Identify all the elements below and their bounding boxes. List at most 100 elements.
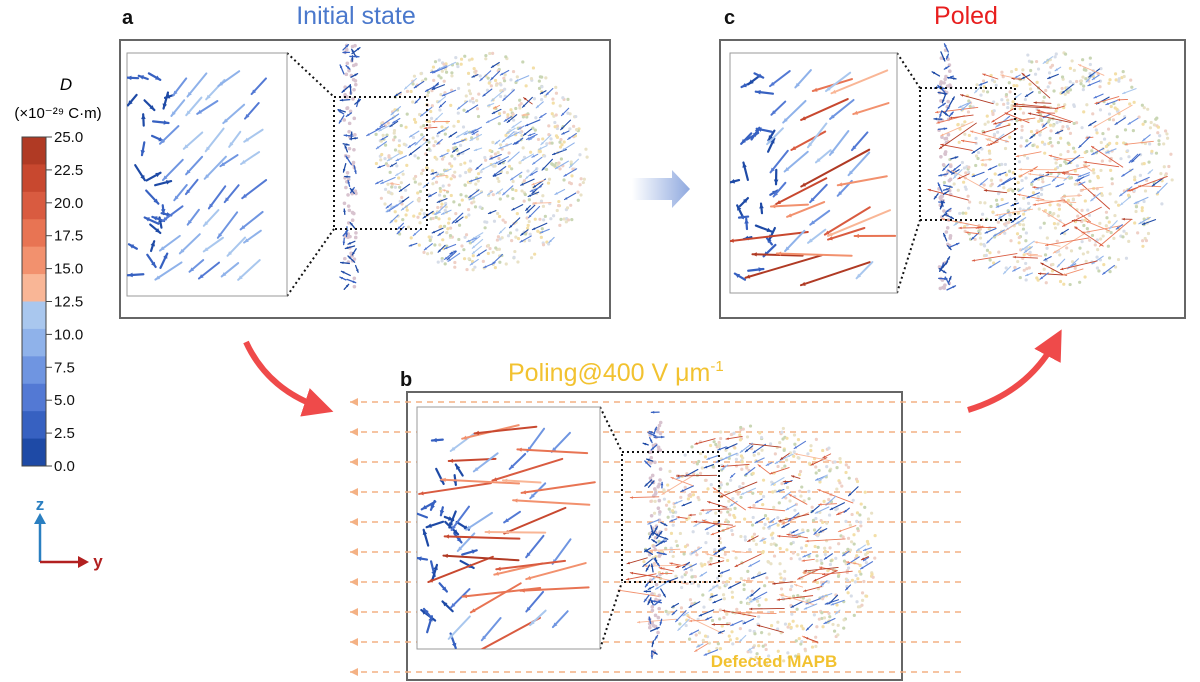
- dipole-arrowhead: [1034, 177, 1038, 180]
- dipole-arrow: [186, 72, 208, 98]
- dipole-arrowhead: [469, 138, 473, 141]
- atom-dot: [420, 208, 424, 212]
- dipole-arrowhead: [960, 94, 964, 97]
- atom-dot: [432, 143, 436, 148]
- dipole-arrowhead: [390, 112, 394, 115]
- atom-dot: [738, 627, 742, 631]
- atom-dot: [536, 137, 541, 142]
- atom-dot: [468, 92, 473, 96]
- atom-dot: [417, 198, 421, 202]
- atom-dot: [958, 211, 962, 216]
- atom-dot: [1050, 269, 1055, 273]
- atom-dot: [1049, 65, 1053, 69]
- atom-dot: [1090, 233, 1095, 238]
- atom-dot: [475, 137, 480, 141]
- atom-dot: [416, 156, 420, 160]
- atom-dot: [748, 548, 752, 552]
- dipole-arrow: [772, 581, 793, 585]
- atom-dot: [944, 230, 949, 234]
- dipole-arrowhead: [1102, 271, 1106, 275]
- dipole-arrow: [725, 435, 743, 440]
- atom-dot: [761, 644, 765, 648]
- dipole-arrowhead: [818, 503, 822, 506]
- dipole-arrowhead: [1109, 226, 1113, 229]
- atom-dot: [688, 598, 693, 602]
- dipole-arrowhead: [1087, 83, 1091, 86]
- dipole-arrowhead: [757, 73, 764, 78]
- dipole-arrowhead: [127, 100, 133, 106]
- atom-dot: [493, 152, 498, 156]
- atom-dot: [1144, 239, 1149, 243]
- atom-dot: [511, 187, 515, 191]
- dipole-arrowhead: [944, 112, 949, 116]
- atom-dot: [735, 637, 739, 641]
- dipole-arrowhead: [644, 483, 648, 487]
- dipole-arrowhead: [648, 617, 652, 621]
- dipole-arrow: [749, 607, 785, 610]
- colorbar-segment: [22, 137, 46, 165]
- atom-dot: [439, 224, 443, 228]
- atom-dot: [980, 212, 985, 216]
- atom-dot: [393, 148, 398, 152]
- dipole-arrowhead: [394, 93, 398, 97]
- dipole-arrowhead: [1074, 226, 1078, 230]
- atom-dot: [1053, 226, 1058, 230]
- field-line-arrowhead: [350, 608, 358, 616]
- atom-dot: [1108, 141, 1112, 145]
- atom-dot: [496, 211, 500, 216]
- dipole-arrowhead: [455, 220, 459, 223]
- dipole-arrowhead: [1014, 75, 1018, 79]
- atom-dot: [983, 201, 987, 205]
- dipole-arrow: [1054, 156, 1085, 161]
- dipole-arrowhead: [380, 124, 384, 127]
- atom-dot: [789, 556, 793, 561]
- panel-a-inset: [126, 52, 288, 297]
- dipole-arrowhead: [540, 91, 544, 94]
- atom-dot: [1030, 60, 1034, 64]
- atom-dot: [1048, 140, 1053, 145]
- atom-dot: [739, 495, 743, 499]
- dipole-arrowhead: [720, 571, 724, 574]
- atom-dot: [943, 283, 947, 287]
- atom-dot: [714, 442, 718, 447]
- atom-dot: [1148, 142, 1152, 146]
- atom-dot: [795, 624, 799, 628]
- atom-dot: [994, 83, 998, 87]
- atom-dot: [466, 71, 471, 75]
- dipole-arrowhead: [822, 572, 826, 576]
- dipole-arrowhead: [706, 457, 710, 460]
- atom-dot: [538, 149, 542, 154]
- atom-dot: [1088, 179, 1092, 183]
- panel-c-zoom-line-top: [896, 52, 921, 89]
- dipole-arrow: [747, 506, 786, 512]
- atom-dot: [1095, 255, 1099, 259]
- dipole-arrowhead: [409, 152, 413, 156]
- atom-dot: [721, 593, 726, 597]
- atom-dot: [483, 226, 487, 230]
- dipole-arrowhead: [821, 582, 825, 586]
- dipole-arrow: [806, 122, 828, 149]
- dipole-arrowhead: [221, 272, 227, 277]
- atom-dot: [983, 163, 988, 167]
- atom-dot: [379, 139, 383, 143]
- dipole-arrowhead: [645, 583, 649, 587]
- atom-dot: [1102, 263, 1106, 267]
- dipole-arrowhead: [171, 111, 176, 116]
- atom-dot: [977, 229, 981, 233]
- dipole-arrowhead: [538, 147, 542, 150]
- dipole-arrowhead: [152, 216, 158, 221]
- dipole-arrowhead: [435, 175, 439, 178]
- dipole-arrowhead: [1012, 104, 1016, 108]
- atom-dot: [1143, 189, 1148, 193]
- atom-dot: [579, 177, 583, 181]
- dipole-arrow: [649, 548, 681, 551]
- dipole-arrow: [775, 177, 828, 206]
- dipole-arrowhead: [153, 198, 159, 204]
- dipole-arrowhead: [1077, 178, 1081, 182]
- atom-dot: [345, 95, 349, 99]
- dipole-arrowhead: [186, 169, 191, 175]
- dipole-arrow: [1127, 175, 1168, 192]
- atom-dot: [549, 217, 553, 221]
- atom-dot: [750, 535, 755, 539]
